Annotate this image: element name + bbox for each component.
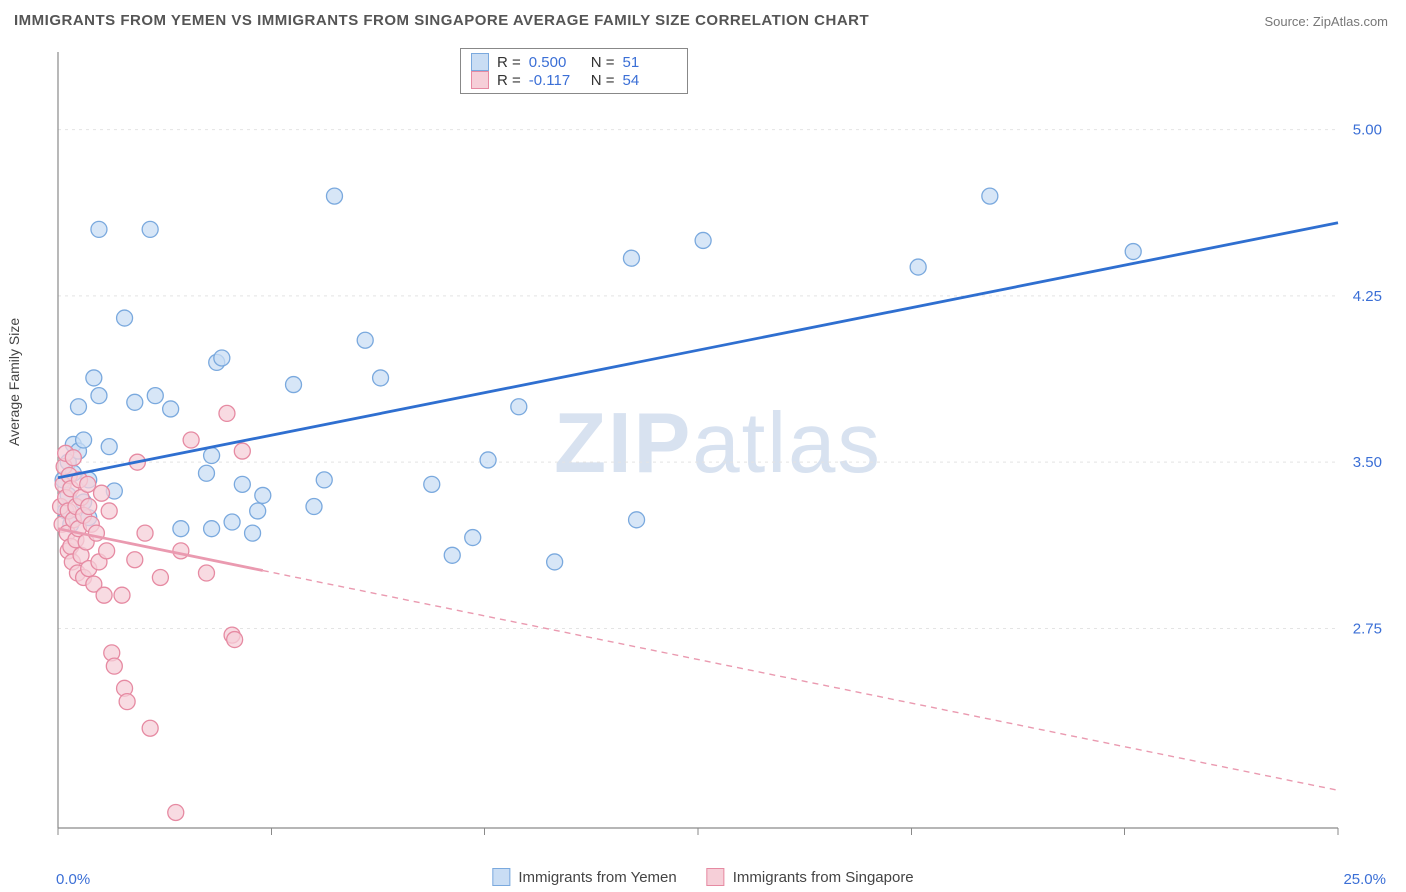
legend-label-singapore: Immigrants from Singapore [733,869,914,886]
svg-text:3.50: 3.50 [1353,454,1382,471]
swatch-singapore-icon [707,868,725,886]
series-legend: Immigrants from Yemen Immigrants from Si… [492,868,913,886]
svg-text:5.00: 5.00 [1353,122,1382,139]
legend-row-singapore: R = -0.117 N = 54 [471,71,677,89]
swatch-singapore [471,71,489,89]
swatch-yemen-icon [492,868,510,886]
chart-title: IMMIGRANTS FROM YEMEN VS IMMIGRANTS FROM… [14,12,869,29]
svg-text:4.25: 4.25 [1353,288,1382,305]
source-label: Source: ZipAtlas.com [1264,14,1388,29]
legend-item-yemen: Immigrants from Yemen [492,868,676,886]
r-value-yemen: 0.500 [529,54,583,71]
x-axis-min: 0.0% [56,871,90,888]
swatch-yemen [471,53,489,71]
legend-label-yemen: Immigrants from Yemen [518,869,676,886]
chart-svg: 2.75 3.50 4.25 5.00 [48,44,1388,854]
n-value-yemen: 51 [623,54,677,71]
r-value-singapore: -0.117 [529,72,583,89]
y-axis-label: Average Family Size [6,318,22,446]
n-value-singapore: 54 [623,72,677,89]
chart-plot: ZIPatlas 2.753.504.255.00 [48,44,1388,854]
correlation-legend: R = 0.500 N = 51 R = -0.117 N = 54 [460,48,688,94]
x-axis-max: 25.0% [1343,871,1386,888]
legend-row-yemen: R = 0.500 N = 51 [471,53,677,71]
legend-item-singapore: Immigrants from Singapore [707,868,914,886]
svg-text:2.75: 2.75 [1353,620,1382,637]
